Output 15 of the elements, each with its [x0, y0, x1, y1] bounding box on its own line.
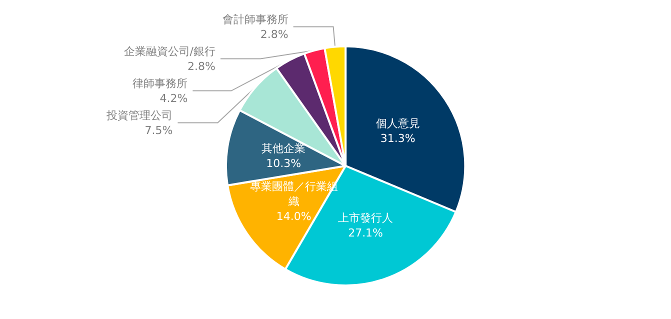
data-label: 27.1% [348, 226, 384, 240]
data-label: 7.5% [144, 124, 173, 137]
slice-label: 上市發行人 [338, 211, 394, 224]
slice-label: 會計師事務所 [222, 12, 288, 26]
slice-label: 企業融資公司/銀行 [124, 44, 216, 58]
data-label: 14.0% [276, 210, 312, 224]
data-label: 31.3% [380, 132, 416, 146]
data-label: 2.8% [260, 28, 288, 41]
slice-label: 其他企業 [262, 142, 306, 155]
slice-label: 投資管理公司 [106, 108, 173, 122]
slice-label: 律師事務所 [132, 76, 188, 90]
data-label: 10.3% [266, 156, 302, 170]
data-label: 2.8% [188, 60, 216, 73]
data-label: 4.2% [160, 92, 188, 105]
slice-label: 個人意見 [376, 117, 420, 130]
